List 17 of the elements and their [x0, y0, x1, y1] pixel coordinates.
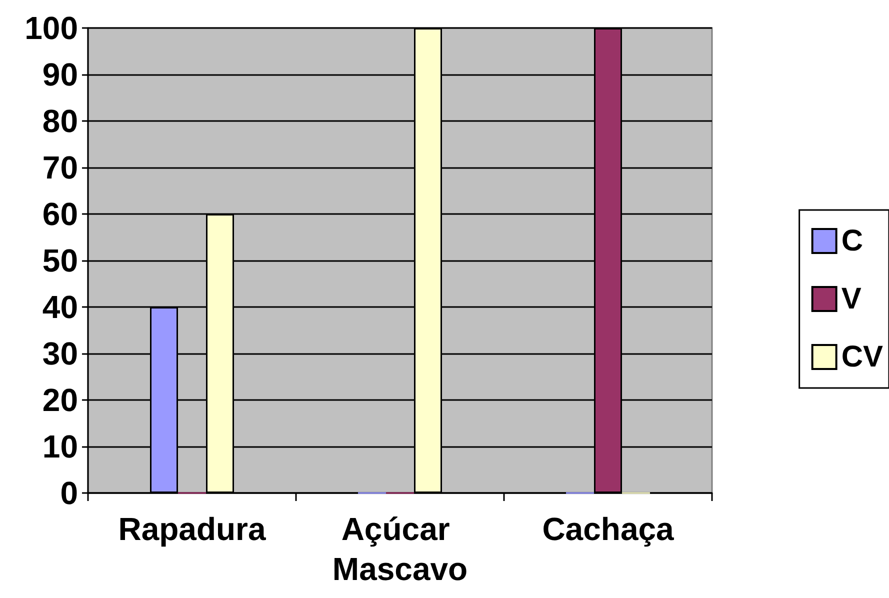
y-tick-label: 50	[42, 242, 78, 278]
y-tick-label: 70	[42, 150, 78, 186]
y-tick-label: 20	[42, 382, 78, 418]
y-tick-label: 0	[60, 475, 78, 511]
y-tick-label: 40	[42, 289, 78, 325]
y-tick-label: 100	[24, 10, 78, 46]
x-tick-label: Rapadura	[118, 511, 266, 547]
y-tick-label: 60	[42, 196, 78, 232]
y-tick-label: 30	[42, 336, 78, 372]
y-tick-label: 10	[42, 428, 78, 464]
x-tick-label: Açúcar Mascavo	[332, 511, 468, 587]
y-tick-label: 80	[42, 103, 78, 139]
x-tick-label: Cachaça	[542, 511, 674, 547]
legend-label: CV	[841, 340, 884, 374]
legend-label: V	[841, 282, 862, 316]
y-tick-label: 90	[42, 56, 78, 92]
legend-label: C	[841, 224, 863, 258]
